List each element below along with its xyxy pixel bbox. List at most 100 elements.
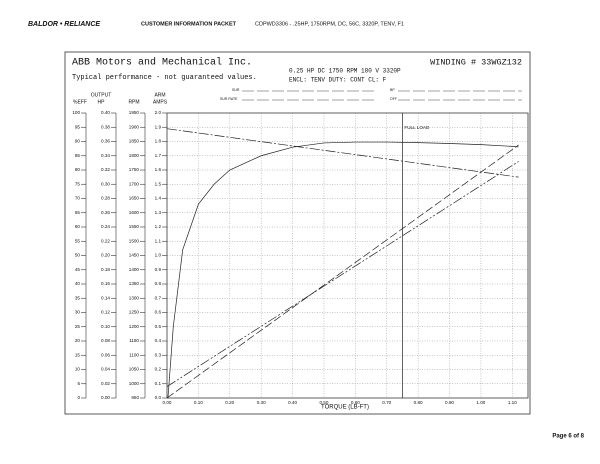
y-tick-label: 0.1 xyxy=(155,381,162,386)
y-tick-label: 0.30 xyxy=(101,181,110,186)
chart-title: ABB Motors and Mechanical Inc. xyxy=(72,57,252,69)
x-tick-label: 0.20 xyxy=(225,400,234,405)
y-tick-label: 0.5 xyxy=(155,324,162,329)
y-tick-label: 1600 xyxy=(129,210,140,215)
x-tick-label: 1.10 xyxy=(508,400,517,405)
y-tick-label: 0.08 xyxy=(101,338,110,343)
series-line xyxy=(166,144,519,399)
y-tick-label: 0.20 xyxy=(101,253,110,258)
y-axis-title: OUTPUT xyxy=(91,92,112,98)
y-tick-label: 1300 xyxy=(129,295,140,300)
y-tick-label: 40 xyxy=(75,281,81,286)
y-tick-label: 0.32 xyxy=(101,167,110,172)
y-tick-label: 0.7 xyxy=(155,295,162,300)
y-tick-label: 30 xyxy=(75,310,81,315)
y-tick-label: 1.4 xyxy=(155,196,162,201)
y-tick-label: 1250 xyxy=(129,310,140,315)
y-tick-label: 0.38 xyxy=(101,124,110,129)
y-tick-label: 0.40 xyxy=(101,110,110,115)
y-tick-label: 1100 xyxy=(129,352,139,357)
y-tick-label: 50 xyxy=(75,253,81,258)
y-tick-label: 0.10 xyxy=(101,324,110,329)
y-tick-label: 1000 xyxy=(129,381,140,386)
y-tick-label: 0.0 xyxy=(155,395,162,400)
series-line xyxy=(166,161,519,387)
y-tick-label: 0.3 xyxy=(155,352,162,357)
y-axis-title: AMPS xyxy=(153,99,168,105)
y-tick-label: 100 xyxy=(72,110,80,115)
y-tick-label: 0.26 xyxy=(101,210,110,215)
y-tick-label: 70 xyxy=(75,196,81,201)
y-tick-label: 80 xyxy=(75,167,81,172)
y-tick-label: 0.24 xyxy=(101,224,110,229)
x-tick-label: 0.40 xyxy=(288,400,297,405)
field-label: SUR xyxy=(232,88,240,92)
product-name: CDPWD3306 - .25HP, 1750RPM, DC, 56C, 332… xyxy=(255,21,404,27)
y-tick-label: 10 xyxy=(75,367,81,372)
y-tick-label: 0.4 xyxy=(155,338,162,343)
chart-frame xyxy=(64,51,531,415)
y-tick-label: 20 xyxy=(75,338,81,343)
x-tick-label: 0.90 xyxy=(445,400,454,405)
y-axis-title: RPM xyxy=(128,99,139,105)
y-tick-label: 65 xyxy=(75,210,81,215)
y-tick-label: 0.14 xyxy=(101,295,110,300)
y-tick-label: 55 xyxy=(75,238,81,243)
y-tick-label: 1700 xyxy=(129,181,140,186)
y-tick-label: 0.16 xyxy=(101,281,110,286)
y-tick-label: 0.22 xyxy=(101,238,110,243)
spec-line: ENCL: TENV DUTY: CONT CL: F xyxy=(289,77,387,84)
y-tick-label: 1450 xyxy=(129,253,140,258)
y-tick-label: 0.28 xyxy=(101,196,110,201)
y-tick-label: 85 xyxy=(75,153,81,158)
x-tick-label: 1.00 xyxy=(476,400,485,405)
y-tick-label: 1.5 xyxy=(155,181,162,186)
x-tick-label: 0.00 xyxy=(163,400,172,405)
y-tick-label: 0 xyxy=(77,395,80,400)
logo: BALDOR • RELIANCE xyxy=(28,21,100,28)
y-tick-label: 1200 xyxy=(129,324,140,329)
y-tick-label: 0.9 xyxy=(155,267,162,272)
y-tick-label: 5 xyxy=(77,381,80,386)
y-tick-label: 0.04 xyxy=(101,367,110,372)
y-tick-label: 75 xyxy=(75,181,81,186)
y-tick-label: 0.36 xyxy=(101,139,110,144)
y-tick-label: 1500 xyxy=(129,238,140,243)
y-axis-title: HP xyxy=(98,99,106,105)
winding: WINDING # 33WGZ132 xyxy=(430,57,522,67)
x-tick-label: 0.10 xyxy=(194,400,203,405)
y-tick-label: 1.3 xyxy=(155,210,162,215)
y-tick-label: 1050 xyxy=(129,367,140,372)
y-tick-label: 0.02 xyxy=(101,381,110,386)
y-tick-label: 0.00 xyxy=(101,395,110,400)
y-tick-label: 950 xyxy=(131,395,139,400)
field-lines xyxy=(242,90,522,101)
x-tick-label: 0.50 xyxy=(319,400,328,405)
y-tick-label: 0.34 xyxy=(101,153,110,158)
field-label: BP xyxy=(390,88,395,92)
full-load-label: FULL LOAD xyxy=(404,125,430,130)
y-tick-label: 1150 xyxy=(129,338,139,343)
y-tick-label: 0.12 xyxy=(101,310,110,315)
field-label: SUR RATE xyxy=(220,97,238,101)
y-tick-label: 0.18 xyxy=(101,267,110,272)
spec-line: 0.25 HP DC 1750 RPM 180 V 3320P xyxy=(289,68,401,75)
y-tick-label: 1800 xyxy=(129,153,140,158)
y-tick-label: 1.2 xyxy=(155,224,162,229)
y-tick-label: 1650 xyxy=(129,196,140,201)
y-tick-label: 90 xyxy=(75,139,81,144)
y-tick-label: 1400 xyxy=(129,267,140,272)
y-tick-label: 0.6 xyxy=(155,310,162,315)
y-tick-label: 15 xyxy=(75,352,81,357)
y-tick-label: 35 xyxy=(75,295,81,300)
x-axis-title: TORQUE (LB-FT) xyxy=(321,405,369,411)
y-axis-title: %EFF xyxy=(73,99,87,105)
y-tick-label: 1.0 xyxy=(155,253,162,258)
y-tick-label: 1.1 xyxy=(155,238,162,243)
y-tick-label: 1.8 xyxy=(155,139,162,144)
page-number: Page 6 of 8 xyxy=(552,434,584,440)
subtitle: Typical performance - not guaranteed val… xyxy=(72,74,257,82)
y-tick-label: 2.0 xyxy=(155,110,162,115)
y-tick-label: 45 xyxy=(75,267,81,272)
